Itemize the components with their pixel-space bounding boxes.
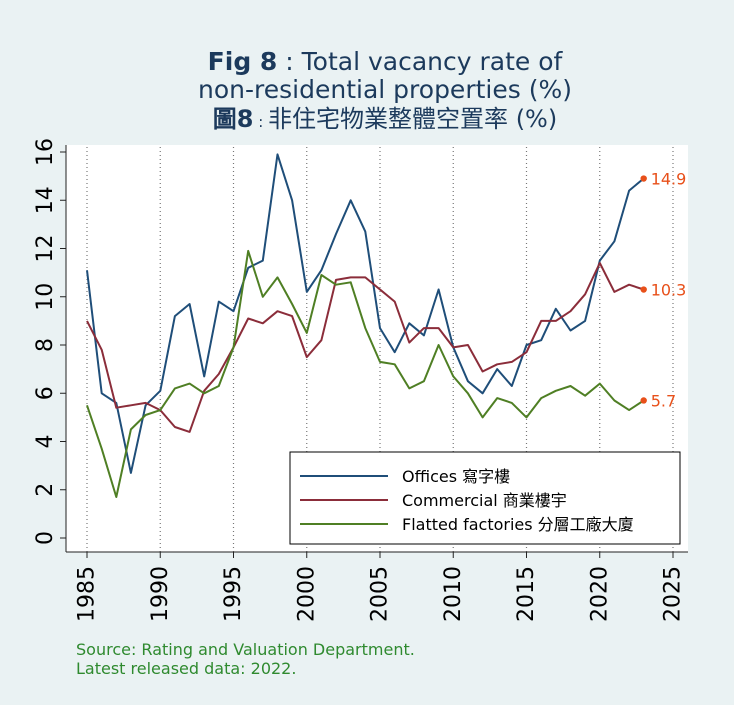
x-tick-label: 2020: [587, 566, 612, 622]
source-note: Source: Rating and Valuation Department.…: [76, 640, 415, 678]
legend-label-commercial: Commercial 商業樓宇: [402, 491, 567, 510]
y-tick-label: 16: [33, 138, 58, 166]
y-tick-label: 6: [33, 386, 58, 400]
x-tick-label: 2025: [661, 566, 686, 622]
title-line2: non-residential properties (%): [198, 75, 572, 104]
legend-label-factories: Flatted factories 分層工廠大廈: [402, 515, 634, 534]
end-label-commercial: 10.3: [651, 281, 687, 300]
y-tick-label: 14: [33, 186, 58, 214]
y-tick-label: 12: [33, 235, 58, 263]
source-line2: Latest released data: 2022.: [76, 659, 297, 678]
title-zh-sep: :: [253, 113, 269, 131]
end-label-offices: 14.9: [651, 170, 687, 189]
title-zh-text: 非住宅物業整體空置率 (%): [268, 105, 558, 133]
title-text: Total vacancy rate of: [301, 47, 563, 76]
x-tick-label: 1995: [221, 566, 246, 622]
y-tick-label: 10: [33, 283, 58, 311]
end-point-commercial: [640, 286, 647, 293]
chart-title: Fig 8 : Total vacancy rate of non-reside…: [150, 48, 620, 137]
title-prefix: Fig 8: [207, 47, 278, 76]
title-colon: :: [277, 47, 302, 76]
y-tick-label: 8: [33, 338, 58, 352]
series-line-commercial: [86, 262, 645, 433]
source-line1: Source: Rating and Valuation Department.: [76, 640, 415, 659]
title-zh-prefix: 圖8: [212, 105, 254, 133]
end-label-factories: 5.7: [651, 391, 676, 410]
x-tick-label: 1990: [148, 566, 173, 622]
x-tick-label: 2015: [514, 566, 539, 622]
series-line-offices: [86, 153, 645, 474]
x-tick-label: 2005: [368, 566, 393, 622]
series-line-factories: [86, 249, 645, 498]
x-tick-label: 2000: [294, 566, 319, 622]
end-point-factories: [640, 397, 647, 404]
y-tick-label: 4: [33, 435, 58, 449]
x-tick-label: 2010: [441, 566, 466, 622]
y-tick-label: 0: [33, 531, 58, 545]
x-tick-label: 1985: [75, 566, 100, 622]
end-point-offices: [640, 175, 647, 182]
legend-label-offices: Offices 寫字樓: [402, 467, 510, 486]
legend-box: [289, 451, 681, 545]
y-tick-label: 2: [33, 483, 58, 497]
